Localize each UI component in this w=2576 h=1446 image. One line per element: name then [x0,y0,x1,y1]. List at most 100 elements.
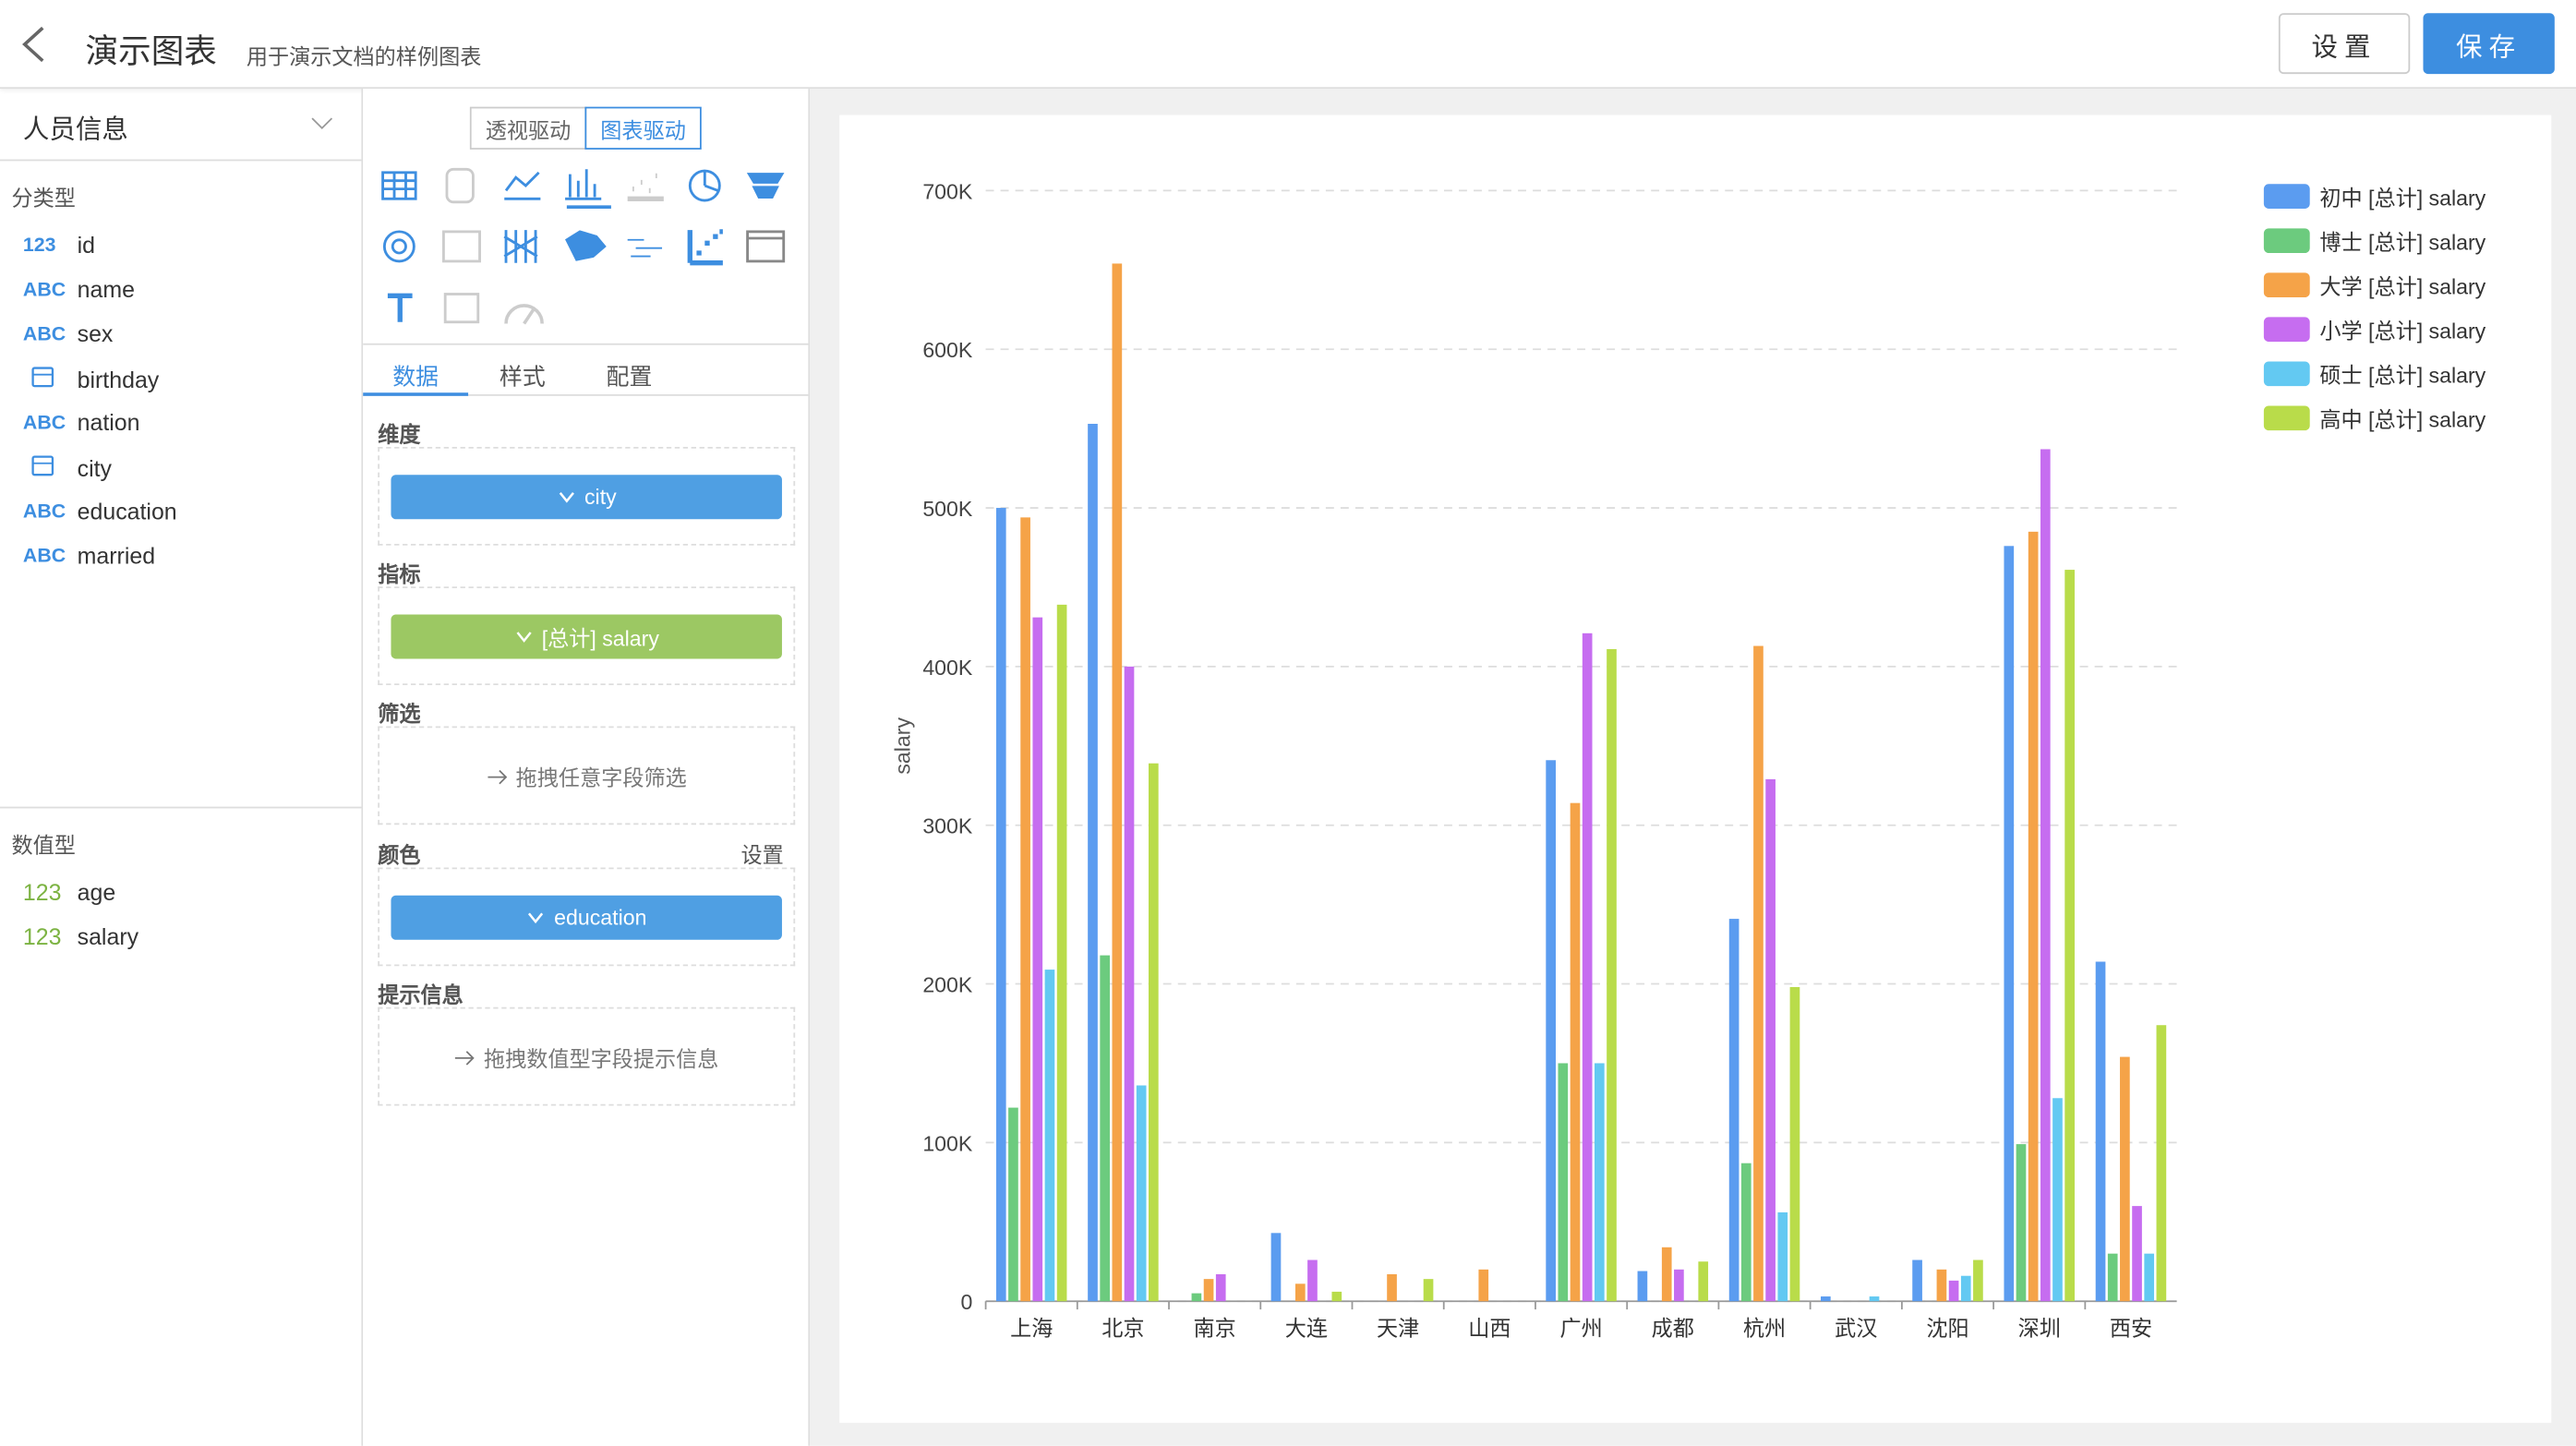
pill-label: [总计] salary [541,625,659,651]
pill-label: education [554,905,647,931]
field-item[interactable]: 123 salary [23,923,138,949]
field-item[interactable]: birthday [23,365,159,392]
icon-scatter[interactable] [627,173,664,201]
section-action[interactable]: 设置 [740,842,784,868]
field-name: sex [77,319,114,347]
bar [1020,517,1030,1302]
bar [1594,1063,1605,1302]
icon-text[interactable] [387,293,413,322]
bar [1307,1259,1318,1302]
legend-label: 高中 [总计] salary [2319,408,2486,432]
x-tick-label: 上海 [1010,1317,1053,1341]
tab[interactable]: 数据 [392,363,439,390]
mode-tab[interactable]: 透视驱动 [469,106,587,150]
field-pill[interactable]: [总计] salary [391,614,782,659]
icon-frame[interactable] [746,230,786,263]
field-item[interactable]: ABC sex [23,320,114,346]
placeholder-text: 拖拽任意字段筛选 [515,765,687,790]
icon-funnel[interactable] [746,173,785,199]
bar [1478,1269,1489,1302]
y-tick-label: 100K [922,1131,973,1155]
field-type: ABC [22,321,66,345]
bar [2040,449,2051,1302]
icon-kpi[interactable] [443,293,480,324]
field-item[interactable]: 123 age [23,879,115,905]
icon-pie[interactable] [688,169,721,202]
icon-cross[interactable] [441,230,481,263]
legend-swatch [2263,361,2310,387]
bar [1765,778,1776,1302]
field-pill[interactable]: education [391,895,782,940]
icon-wordcloud[interactable] [627,238,663,258]
legend-label: 博士 [总计] salary [2319,230,2486,254]
field-item[interactable]: ABC name [23,276,135,302]
field-type: ABC [22,543,66,567]
x-tick-label: 深圳 [2018,1317,2061,1341]
bar [1294,1283,1306,1302]
field-sidebar: 人员信息 分类型 123 id ABC name ABC sex birthday ABC nat… [0,89,364,1446]
bar [2120,1056,2130,1302]
bar [1570,802,1581,1302]
dropdown-icon[interactable] [310,115,333,132]
legend-label: 大学 [总计] salary [2319,274,2486,298]
icon-parallel[interactable] [503,230,538,263]
bar [1960,1275,1971,1302]
icon-heatmap[interactable] [687,229,723,266]
icon-radar[interactable] [382,230,415,263]
field-type-icon [31,367,54,388]
field-item[interactable]: ABC married [23,542,155,568]
tab[interactable]: 样式 [499,363,546,390]
x-tick-label: 山西 [1468,1317,1511,1341]
group-title: 分类型 [11,186,76,211]
back-icon[interactable] [19,26,45,63]
tab-indicator [363,392,469,396]
legend-swatch [2263,184,2310,209]
field-item[interactable]: ABC nation [23,409,140,435]
settings-button[interactable]: 设置 [2278,13,2411,75]
tab[interactable]: 配置 [606,363,653,390]
icon-bar[interactable] [565,169,602,200]
canvas-area: salary 0 100K 200K 300K 400K 500K 600K 700K 上海 北京 南… [810,89,2576,1446]
bar [1215,1273,1226,1302]
bar [1912,1259,1922,1302]
placeholder: 拖拽数值型字段提示信息 [379,1042,793,1073]
bar [1331,1291,1342,1302]
title: 演示图表 [85,34,217,71]
legend-label: 初中 [总计] salary [2319,186,2486,210]
field-item[interactable]: city [23,453,112,481]
icon-line[interactable] [504,171,541,200]
bar [1740,1163,1751,1302]
icon-table[interactable] [381,171,417,200]
field-name: id [77,231,96,259]
bar [1948,1280,1959,1302]
field-type: ABC [22,410,66,434]
field-name: salary [77,922,139,950]
field-name: age [77,878,116,906]
field-type [23,365,78,392]
x-tick-label: 天津 [1377,1317,1419,1341]
icon-map[interactable] [565,230,607,261]
save-button[interactable]: 保存 [2423,13,2555,75]
y-tick-label: 300K [922,814,973,838]
bar [1124,666,1135,1302]
bar [2107,1253,2118,1302]
section-title: 提示信息 [378,982,463,1007]
divider [0,159,362,162]
bar [1088,423,1098,1302]
field-type: 123 [22,233,56,257]
field-item[interactable]: 123 id [23,232,95,258]
field-pill[interactable]: city [391,475,782,520]
legend-swatch [2263,317,2310,343]
arrow-icon [488,768,508,784]
x-tick-label: 广州 [1559,1317,1602,1341]
field-item[interactable]: ABC education [23,498,177,524]
field-name: education [77,498,177,524]
chart-card: salary 0 100K 200K 300K 400K 500K 600K 700K 上海 北京 南… [839,114,2552,1423]
mode-tab-active[interactable]: 图表驱动 [584,106,702,150]
dataset-name[interactable]: 人员信息 [22,116,128,145]
icon-gauge[interactable] [504,304,544,325]
icon-number[interactable] [445,167,475,204]
field-type: 123 [22,922,62,950]
bar [1546,760,1556,1302]
